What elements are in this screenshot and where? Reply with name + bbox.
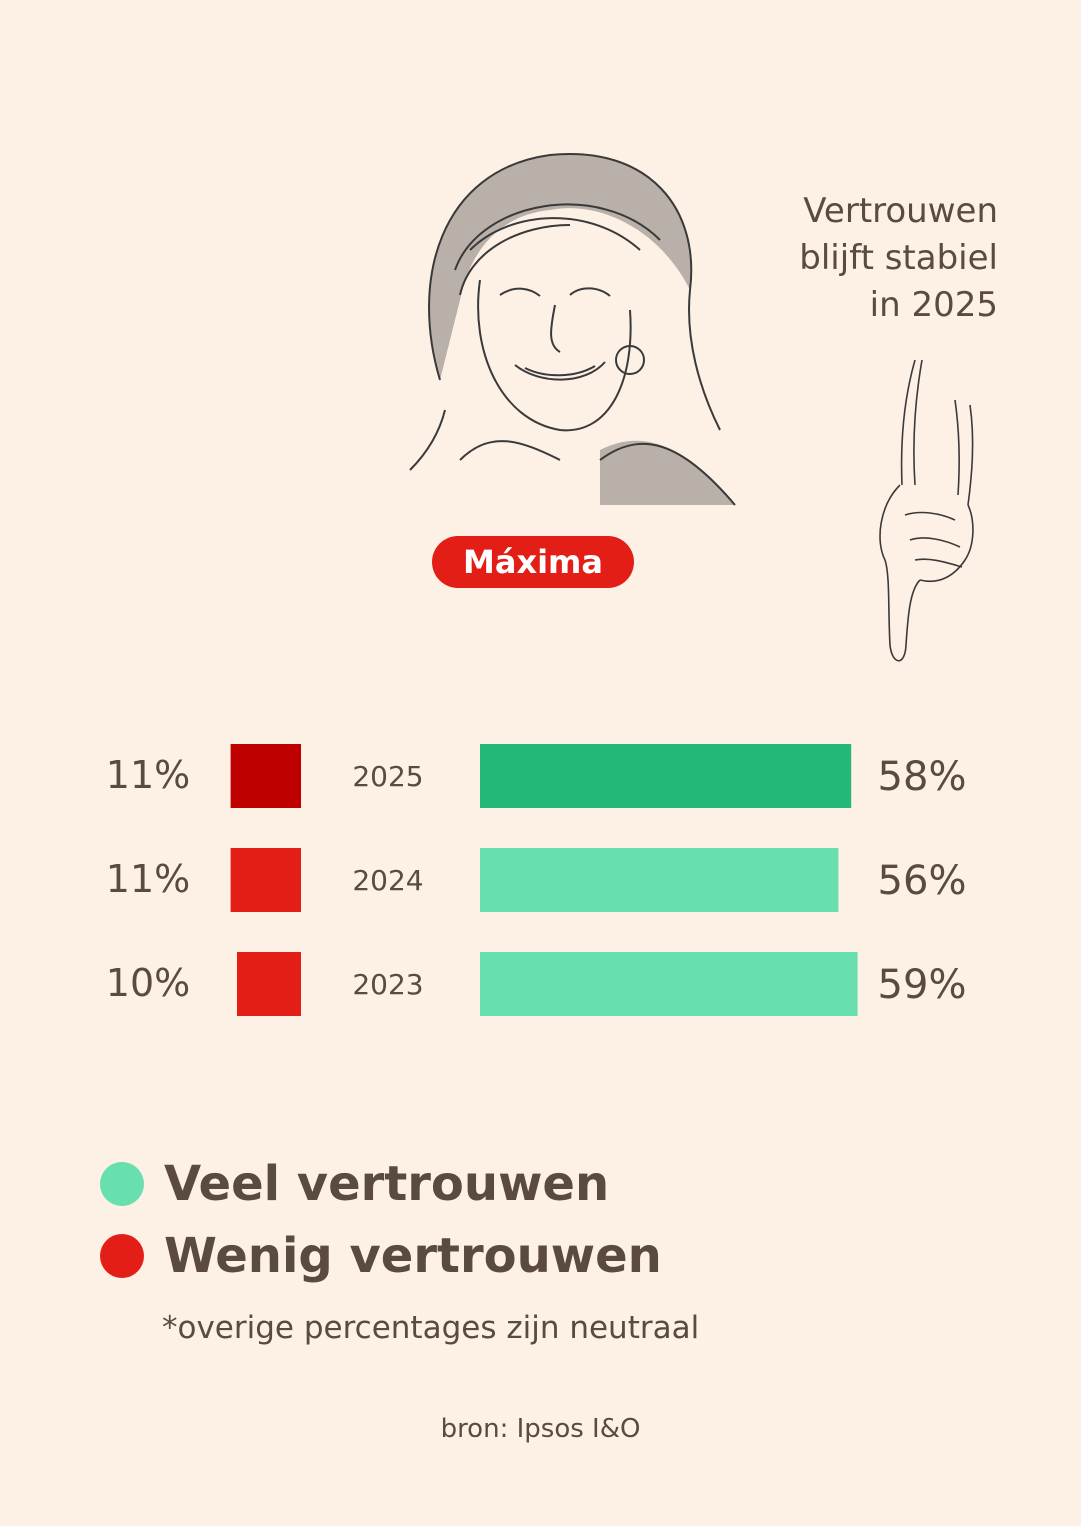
year-label-2023: 2023 (352, 968, 423, 1001)
label-high-trust-2025: 58% (878, 754, 967, 800)
source-credit: bron: Ipsos I&O (440, 1414, 641, 1444)
label-low-trust-2025: 11% (106, 753, 190, 797)
pointing-hand-down-icon (879, 359, 974, 662)
label-high-trust-2024: 56% (878, 858, 967, 904)
headline-line-3: in 2025 (869, 285, 998, 325)
footnote: *overige percentages zijn neutraal (162, 1310, 700, 1346)
headline: Vertrouwen blijft stabiel in 2025 (720, 188, 998, 329)
bar-chart: 11% 2025 58% 11% 2024 56% 10% 2023 59% (106, 744, 967, 1016)
legend-label-low-trust: Wenig vertrouwen (164, 1228, 662, 1284)
label-low-trust-2024: 11% (106, 857, 190, 901)
bar-low-trust-2025 (230, 744, 301, 808)
legend-item-high-trust: Veel vertrouwen (100, 1156, 609, 1212)
legend-swatch-low-trust (100, 1234, 144, 1278)
legend-label-high-trust: Veel vertrouwen (164, 1156, 610, 1212)
label-high-trust-2023: 59% (878, 962, 967, 1008)
bar-low-trust-2024 (230, 848, 301, 912)
headline-line-1: Vertrouwen (803, 191, 998, 231)
headline-line-2: blijft stabiel (799, 238, 998, 278)
bar-high-trust-2024 (480, 848, 839, 912)
year-label-2024: 2024 (352, 864, 423, 897)
bar-high-trust-2025 (480, 744, 852, 808)
legend-swatch-high-trust (100, 1162, 144, 1206)
portrait-image (409, 153, 736, 506)
legend-item-low-trust: Wenig vertrouwen (100, 1228, 662, 1284)
name-badge: Máxima (432, 536, 634, 588)
year-label-2025: 2025 (352, 760, 423, 793)
bar-high-trust-2023 (480, 952, 858, 1016)
label-low-trust-2023: 10% (106, 961, 190, 1005)
bar-low-trust-2023 (237, 952, 301, 1016)
